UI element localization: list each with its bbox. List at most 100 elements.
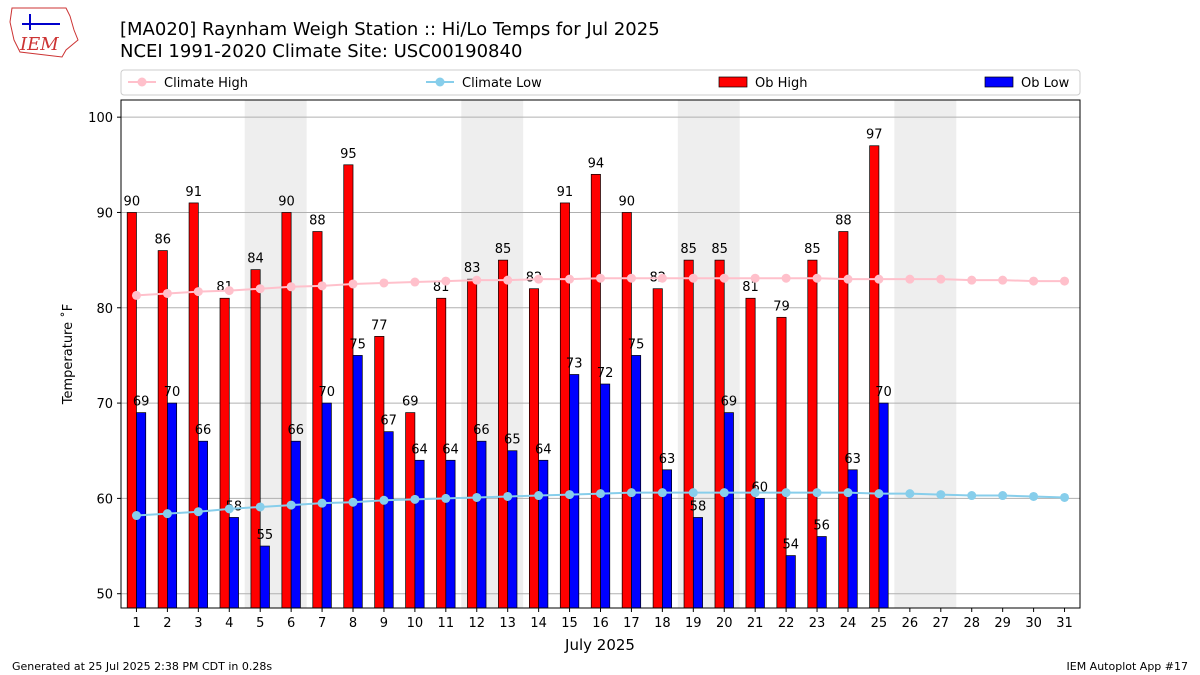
value-label: 90: [278, 194, 295, 209]
bar: [869, 145, 880, 609]
value-label: 66: [288, 423, 305, 438]
value-label: 79: [773, 299, 790, 314]
legend-swatch: [435, 77, 445, 87]
legend-swatch: [718, 76, 748, 88]
point: [688, 273, 698, 283]
value-label: 95: [340, 147, 357, 162]
y-tick-label: 80: [96, 302, 113, 317]
bar: [776, 316, 787, 609]
x-tick-label: 23: [809, 616, 826, 631]
point: [874, 274, 884, 284]
value-label: 72: [597, 366, 614, 381]
value-label: 83: [464, 261, 481, 276]
y-tick-label: 50: [96, 588, 113, 603]
legend-label: Ob Low: [1021, 76, 1070, 91]
x-tick-label: 24: [840, 616, 857, 631]
value-label: 67: [380, 414, 397, 429]
y-axis-label: Temperature ˚F: [60, 304, 76, 405]
point: [750, 488, 760, 498]
value-label: 73: [566, 356, 583, 371]
point: [565, 274, 575, 284]
point: [905, 489, 915, 499]
bar: [838, 231, 849, 609]
value-label: 69: [402, 395, 419, 410]
legend-label: Climate Low: [462, 76, 542, 91]
x-tick-label: 17: [623, 616, 640, 631]
bar: [538, 459, 549, 609]
point: [441, 276, 451, 286]
point: [719, 273, 729, 283]
point: [503, 275, 513, 285]
bar: [467, 278, 478, 609]
point: [719, 488, 729, 498]
point: [317, 498, 327, 508]
point: [255, 284, 265, 294]
point: [750, 273, 760, 283]
x-tick-label: 28: [963, 616, 980, 631]
legend-label: Climate High: [164, 76, 248, 91]
x-tick-label: 14: [530, 616, 547, 631]
bar: [683, 259, 694, 609]
point: [781, 273, 791, 283]
chart-subtitle: NCEI 1991-2020 Climate Site: USC00190840: [120, 41, 522, 62]
value-label: 64: [411, 442, 428, 457]
bar: [631, 355, 642, 609]
point: [596, 273, 605, 283]
logo-text: IEM: [19, 34, 59, 55]
x-tick-label: 10: [407, 616, 424, 631]
value-label: 86: [154, 233, 171, 248]
point: [998, 275, 1008, 285]
point: [967, 275, 977, 285]
bar: [754, 498, 765, 609]
value-label: 77: [371, 318, 388, 333]
value-label: 88: [309, 214, 326, 229]
point: [379, 495, 389, 505]
legend-swatch: [984, 76, 1014, 88]
bar: [590, 173, 601, 609]
point: [162, 288, 172, 298]
point: [812, 273, 822, 283]
x-tick-label: 5: [256, 616, 264, 631]
value-label: 66: [195, 423, 212, 438]
bar: [878, 402, 889, 609]
value-label: 91: [185, 185, 202, 200]
legend-box: [120, 69, 1081, 96]
x-tick-label: 13: [499, 616, 516, 631]
bar: [414, 459, 425, 609]
value-label: 85: [680, 242, 697, 257]
x-tick-label: 6: [287, 616, 295, 631]
point: [286, 500, 296, 510]
x-tick-label: 8: [349, 616, 357, 631]
point: [348, 497, 358, 507]
point: [874, 489, 884, 499]
point: [410, 277, 420, 287]
x-tick-label: 31: [1056, 616, 1073, 631]
x-tick-label: 18: [654, 616, 671, 631]
bar: [383, 431, 394, 609]
value-label: 94: [588, 156, 605, 171]
value-label: 69: [721, 395, 738, 410]
x-tick-label: 15: [561, 616, 578, 631]
point: [410, 494, 420, 504]
point: [657, 273, 667, 283]
bar: [692, 517, 703, 609]
point: [657, 488, 667, 498]
weekend-band: [894, 100, 957, 608]
value-label: 55: [257, 528, 274, 543]
value-label: 56: [813, 519, 830, 534]
x-tick-label: 9: [380, 616, 388, 631]
value-label: 70: [875, 385, 892, 400]
value-label: 58: [690, 499, 707, 514]
point: [1029, 276, 1039, 286]
point: [348, 279, 358, 289]
point: [967, 491, 977, 501]
x-tick-label: 2: [163, 616, 171, 631]
value-label: 63: [844, 452, 861, 467]
point: [626, 488, 636, 498]
value-label: 70: [318, 385, 335, 400]
bar: [157, 250, 168, 609]
logo: IEM: [9, 7, 79, 58]
x-axis-label: July 2025: [564, 636, 635, 654]
point: [162, 509, 172, 519]
bar: [167, 402, 178, 609]
